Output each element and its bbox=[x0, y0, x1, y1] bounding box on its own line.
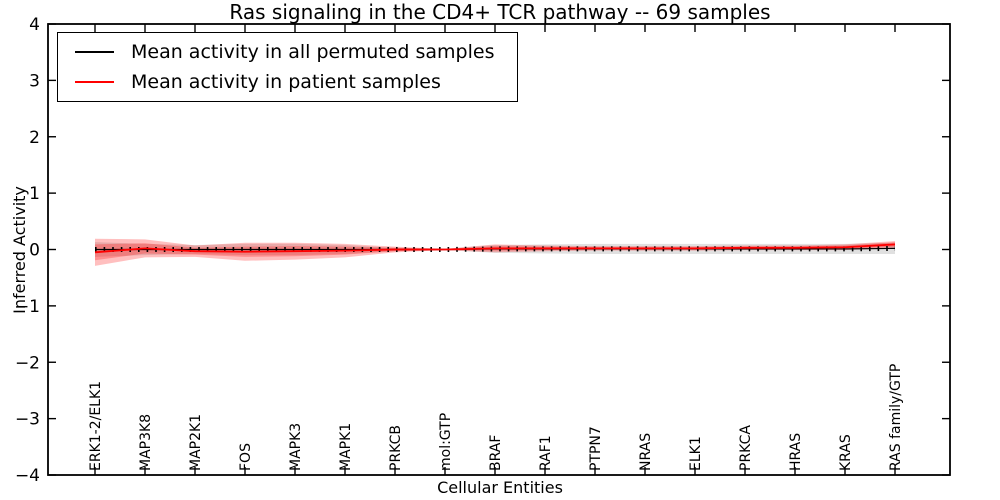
y-tick-label: 0 bbox=[29, 241, 40, 261]
legend-entry-patient: Mean activity in patient samples bbox=[58, 68, 517, 95]
x-tick-label: HRAS bbox=[788, 433, 804, 471]
x-tick-label: MAPK1 bbox=[338, 423, 354, 471]
x-axis-label: Cellular Entities bbox=[437, 478, 563, 497]
chart-title: Ras signaling in the CD4+ TCR pathway --… bbox=[229, 0, 771, 24]
patient-band-inner bbox=[95, 242, 895, 261]
x-tick-label: FOS bbox=[238, 443, 254, 471]
y-tick-label: 2 bbox=[29, 128, 40, 148]
y-tick-label: 1 bbox=[29, 184, 40, 204]
legend-label-permuted: Mean activity in all permuted samples bbox=[131, 40, 495, 63]
x-tick-label: ERK1-2/ELK1 bbox=[88, 381, 104, 471]
x-tick-label: PTPN7 bbox=[588, 426, 604, 471]
x-tick-label: MAP2K1 bbox=[188, 414, 204, 471]
y-tick-label: 4 bbox=[29, 15, 40, 35]
x-tick-label: RAF1 bbox=[538, 435, 554, 471]
y-axis-label: Inferred Activity bbox=[10, 186, 29, 314]
x-tick-label: PRKCA bbox=[738, 425, 754, 471]
x-tick-label: RAS family/GTP bbox=[888, 364, 904, 471]
y-tick-label: −1 bbox=[15, 297, 40, 317]
y-tick-label: −2 bbox=[15, 353, 40, 373]
legend-entry-permuted: Mean activity in all permuted samples bbox=[58, 38, 517, 65]
legend: Mean activity in all permuted samples Me… bbox=[57, 32, 518, 102]
y-tick-label: −3 bbox=[15, 410, 40, 430]
patient-band-outer bbox=[95, 238, 895, 266]
x-tick-label: NRAS bbox=[638, 433, 654, 471]
x-tick-label: MAP3K8 bbox=[138, 414, 154, 471]
x-tick-label: PRKCB bbox=[388, 425, 404, 471]
legend-line-permuted-icon bbox=[75, 50, 114, 53]
y-tick-label: −4 bbox=[15, 466, 40, 486]
x-tick-label: BRAF bbox=[488, 435, 504, 471]
x-tick-label: ELK1 bbox=[688, 436, 704, 471]
x-tick-label: MAPK3 bbox=[288, 423, 304, 471]
legend-label-patient: Mean activity in patient samples bbox=[131, 70, 441, 93]
x-tick-label: KRAS bbox=[838, 434, 854, 471]
y-tick-label: 3 bbox=[29, 71, 40, 91]
legend-line-patient-icon bbox=[75, 80, 114, 83]
x-tick-label: mol:GTP bbox=[438, 413, 454, 471]
patient-mean-line bbox=[94, 243, 896, 254]
